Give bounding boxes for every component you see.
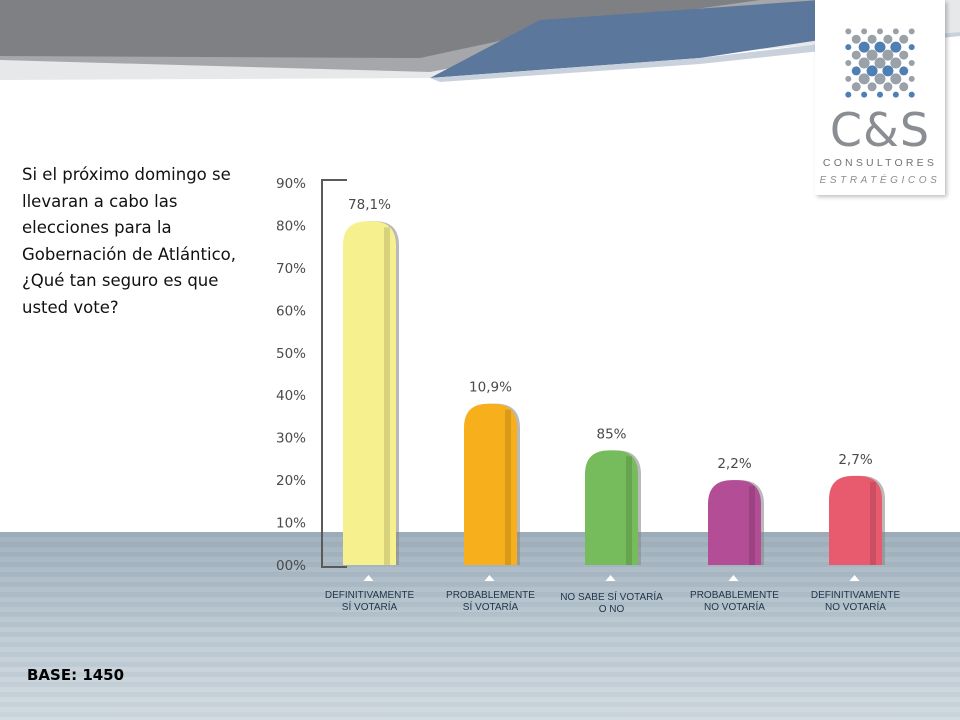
category-pointer-icon — [728, 575, 739, 581]
logo-dot — [899, 66, 909, 76]
bar — [343, 221, 396, 565]
category-label-line: NO SABE SÍ VOTARÍA — [560, 592, 663, 603]
logo-dot — [908, 60, 915, 66]
y-tick-label: 70% — [276, 261, 306, 277]
logo-dot — [845, 60, 852, 66]
logo-line2: ESTRATÉGICOS — [819, 175, 941, 186]
logo-dot — [908, 44, 915, 51]
logo-dot — [874, 57, 886, 69]
category-label-line: O NO — [598, 604, 625, 615]
y-tick-label: 20% — [276, 473, 306, 489]
logo-dot — [851, 50, 861, 60]
logo-dot — [851, 66, 861, 76]
logo-dot — [883, 82, 893, 92]
logo-dot — [908, 91, 915, 98]
logo-dot — [883, 34, 893, 44]
logo-dot — [890, 57, 902, 69]
y-tick-label: 30% — [276, 431, 306, 447]
data-label: 85% — [596, 426, 626, 442]
logo-line1: CONSULTORES — [822, 157, 938, 169]
bar — [829, 475, 882, 565]
logo-dot — [890, 41, 902, 53]
logo-dot — [899, 50, 909, 60]
logo-dot — [866, 65, 878, 77]
category-label: NO SABE SÍ VOTARÍA O NO — [552, 592, 672, 616]
y-tick-label: 60% — [276, 303, 306, 319]
category-label-line: PROBABLEMENTE — [690, 590, 779, 601]
data-label: 2,2% — [717, 456, 751, 472]
category-label-line: SÍ VOTARÍA — [462, 602, 519, 613]
data-label: 2,7% — [838, 452, 872, 468]
bar — [708, 480, 761, 565]
company-logo: C&S CONSULTORES ESTRATÉGICOS — [815, 0, 945, 195]
logo-dot — [874, 41, 886, 53]
logo-dots-icon — [845, 28, 915, 98]
logo-dot — [899, 34, 909, 44]
logo-dot — [890, 73, 902, 85]
logo-dot — [882, 49, 894, 61]
logo-dot — [867, 34, 877, 44]
category-label: DEFINITIVAMENTE NO VOTARÍA — [796, 590, 916, 614]
logo-dot — [874, 73, 886, 85]
logo-dot — [858, 73, 870, 85]
bar — [464, 403, 517, 565]
logo-dot — [908, 28, 915, 35]
logo-dot — [858, 57, 870, 69]
y-tick-label: 50% — [276, 346, 306, 362]
category-pointer-icon — [484, 575, 495, 581]
data-label: 10,9% — [469, 380, 512, 396]
logo-dot — [867, 82, 877, 92]
category-label-line: DEFINITIVAMENTE — [324, 590, 415, 601]
category-label-line: NO VOTARÍA — [704, 602, 765, 613]
logo-dot — [908, 75, 915, 82]
category-label: PROBABLEMENTE NO VOTARÍA — [675, 590, 795, 614]
logo-dot — [861, 91, 868, 98]
logo-dot — [851, 82, 861, 92]
category-label-line: PROBABLEMENTE — [446, 590, 535, 601]
logo-dot — [892, 91, 899, 98]
logo-dot — [845, 75, 852, 82]
logo-dot — [877, 91, 883, 98]
y-tick-label: 10% — [276, 516, 306, 532]
logo-dot — [845, 91, 852, 98]
category-label: DEFINITIVAMENTE SÍ VOTARÍA — [310, 590, 430, 614]
y-tick-label: 00% — [276, 558, 306, 574]
logo-dot — [861, 28, 868, 35]
bar — [585, 450, 638, 565]
category-pointer-icon — [849, 575, 860, 581]
category-label-line: SÍ VOTARÍA — [341, 602, 398, 613]
logo-dot — [845, 44, 852, 51]
logo-dot — [858, 41, 870, 53]
y-axis-line — [321, 179, 347, 568]
logo-dot — [882, 65, 894, 77]
y-tick-label: 40% — [276, 388, 306, 404]
category-label-line: NO VOTARÍA — [825, 602, 886, 613]
data-label: 78,1% — [348, 197, 391, 213]
logo-dot — [866, 49, 878, 61]
logo-brand: C&S — [829, 103, 931, 157]
question-text: Si el próximo domingo se llevaran a cabo… — [22, 165, 236, 317]
y-tick-label: 80% — [276, 218, 306, 234]
y-tick-label: 90% — [276, 176, 306, 192]
category-pointer-icon — [363, 575, 374, 581]
logo-dot — [845, 28, 852, 35]
logo-dot — [851, 34, 861, 44]
base-label: BASE: 1450 — [27, 666, 125, 684]
logo-dot — [877, 28, 883, 35]
logo-dot — [892, 28, 899, 35]
category-label-line: DEFINITIVAMENTE — [810, 590, 901, 601]
category-pointer-icon — [605, 575, 616, 581]
logo-dot — [899, 82, 909, 92]
category-label: PROBABLEMENTE SÍ VOTARÍA — [431, 590, 551, 614]
